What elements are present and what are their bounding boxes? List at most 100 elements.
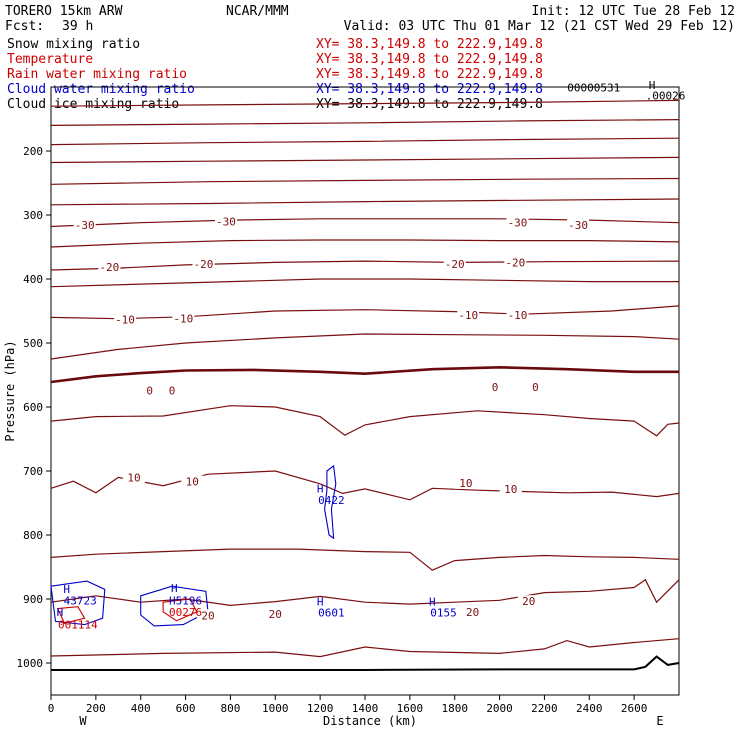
temp-label-0: -30	[75, 219, 95, 232]
extremum-label-8: 0601	[318, 606, 345, 619]
surface-terrain	[51, 655, 680, 671]
extremum-label-5: H5196	[169, 594, 202, 607]
iso-14	[50, 470, 680, 501]
extremum-label-11: H	[57, 606, 64, 619]
forecast-label: Fcst:	[5, 19, 44, 34]
field-xy-3: XY= 38.3,149.8 to 222.9,149.8	[316, 82, 543, 97]
temp-label-bg-22	[461, 606, 484, 619]
rain-west	[56, 606, 86, 624]
temp-label-15: 0	[532, 381, 539, 394]
x-axis-east-label: E	[656, 714, 663, 728]
temp-label-bg-15	[524, 380, 547, 393]
contour-labels: -30 -30 -30 -30-20 -20 -20 -20-10 -10 -10 -100 0 0 0…	[57, 79, 686, 632]
iso-9	[50, 260, 680, 271]
y-tick-label-7: 900	[23, 593, 43, 606]
temp-label-17: 10	[186, 476, 199, 489]
x-tick-label-5: 1000	[262, 702, 289, 715]
temp-label-bg-8	[114, 313, 137, 326]
x-tick-label-2: 400	[131, 702, 151, 715]
temp-label-bg-7	[504, 256, 527, 269]
field-label-1: Temperature	[7, 52, 93, 67]
cloud-water-west	[50, 580, 106, 626]
extremum-label-4: H	[171, 582, 178, 595]
temp-label-bg-14	[484, 380, 507, 393]
iso-17	[50, 638, 680, 658]
x-axis: 0 200 400 600 800 1000 1200 1400 1600 1800 2000 220…	[48, 695, 647, 715]
temp-label-19: 10	[504, 483, 517, 496]
x-tick-label-10: 2000	[486, 702, 513, 715]
x-tick-label-12: 2400	[576, 702, 603, 715]
temp-label-14: 0	[492, 381, 499, 394]
x-tick-label-3: 600	[176, 702, 196, 715]
x-tick-label-4: 800	[220, 702, 240, 715]
cloud-water-center	[140, 585, 209, 627]
iso-11	[50, 305, 680, 320]
temp-label-10: -10	[458, 309, 478, 322]
field-xy-0: XY= 38.3,149.8 to 222.9,149.8	[316, 37, 543, 52]
x-tick-label-0: 0	[48, 702, 55, 715]
y-tick-label-8: 1000	[17, 657, 44, 670]
org-label: NCAR/MMM	[226, 4, 289, 19]
iso-1	[50, 99, 680, 107]
x-tick-label-9: 1800	[441, 702, 468, 715]
temp-label-bg-2	[506, 216, 529, 229]
temp-label-bg-23	[517, 595, 540, 608]
temp-label-20: 20	[201, 609, 214, 622]
zero-isotherm	[50, 365, 679, 384]
temp-label-16: 10	[127, 472, 140, 485]
y-tick-label-2: 400	[23, 273, 43, 286]
iso-8	[50, 239, 680, 248]
iso-10	[50, 278, 679, 288]
temp-label-bg-1	[214, 215, 237, 228]
extremum-label-1: 0422	[318, 494, 345, 507]
temp-label-3: -30	[568, 219, 588, 232]
temp-label-bg-13	[161, 384, 184, 397]
temp-label-bg-21	[264, 608, 287, 620]
iso-12	[50, 333, 680, 360]
extremum-label-10: 0155	[430, 606, 457, 619]
plot-area: -30 -30 -30 -30-20 -20 -20 -20-10 -10 -10 -100 0 0 0…	[17, 79, 686, 715]
temp-label-bg-5	[192, 257, 215, 270]
field-label-2: Rain water mixing ratio	[7, 67, 187, 82]
extremum-label-14: 00000531	[567, 82, 620, 95]
y-tick-label-4: 600	[23, 401, 43, 414]
model-title: TORERO 15km ARW	[5, 4, 123, 19]
y-tick-label-3: 500	[23, 337, 43, 350]
temp-label-bg-11	[506, 309, 529, 322]
field-xy-2: XY= 38.3,149.8 to 222.9,149.8	[316, 67, 543, 82]
field-list: Snow mixing ratio XY= 38.3,149.8 to 222.9…	[7, 37, 543, 112]
iso-6	[50, 198, 680, 206]
isotherms	[50, 99, 680, 671]
iso-2	[50, 119, 680, 126]
iso-13	[50, 405, 680, 437]
extremum-label-13: H	[649, 79, 656, 92]
extremum-label-6: 00276	[169, 606, 202, 619]
extremum-label-2: H	[63, 583, 70, 596]
temp-label-5: -20	[194, 258, 214, 271]
cloud-contours	[50, 464, 337, 627]
cloud-water-mid	[324, 464, 337, 540]
y-axis: 200 300 400 500 600 700 800 900 1000	[17, 145, 51, 670]
temp-label-bg-4	[98, 261, 121, 274]
x-tick-label-1: 200	[86, 702, 106, 715]
iso-5	[50, 177, 680, 185]
temp-label-18: 10	[459, 477, 472, 490]
temp-label-bg-18	[454, 476, 477, 489]
temp-label-bg-16	[122, 471, 145, 484]
temp-label-bg-6	[443, 257, 466, 270]
temp-label-13: 0	[169, 385, 176, 398]
x-tick-label-7: 1400	[352, 702, 379, 715]
x-axis-west-label: W	[79, 714, 87, 728]
temp-label-22: 20	[466, 606, 479, 619]
temp-label-bg-17	[181, 475, 204, 488]
extremum-label-15: .00026	[646, 89, 686, 102]
temp-label-1: -30	[216, 216, 236, 229]
temp-label-bg-19	[499, 483, 522, 496]
temp-label-4: -20	[99, 261, 119, 274]
extremum-label-12: 001114	[58, 619, 98, 632]
x-tick-label-6: 1200	[307, 702, 334, 715]
iso-16	[50, 578, 680, 607]
field-label-3: Cloud water mixing ratio	[7, 82, 195, 97]
temp-label-21: 20	[269, 608, 282, 621]
